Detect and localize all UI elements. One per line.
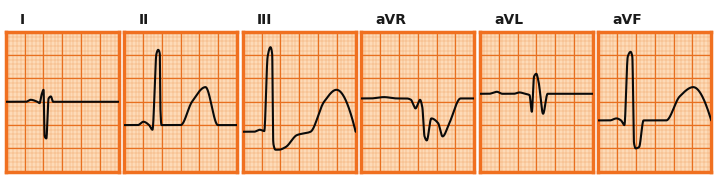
Text: I: I: [20, 13, 25, 27]
Text: aVF: aVF: [613, 13, 642, 27]
Text: III: III: [257, 13, 272, 27]
Text: II: II: [138, 13, 149, 27]
Text: aVR: aVR: [376, 13, 407, 27]
Text: aVL: aVL: [494, 13, 523, 27]
